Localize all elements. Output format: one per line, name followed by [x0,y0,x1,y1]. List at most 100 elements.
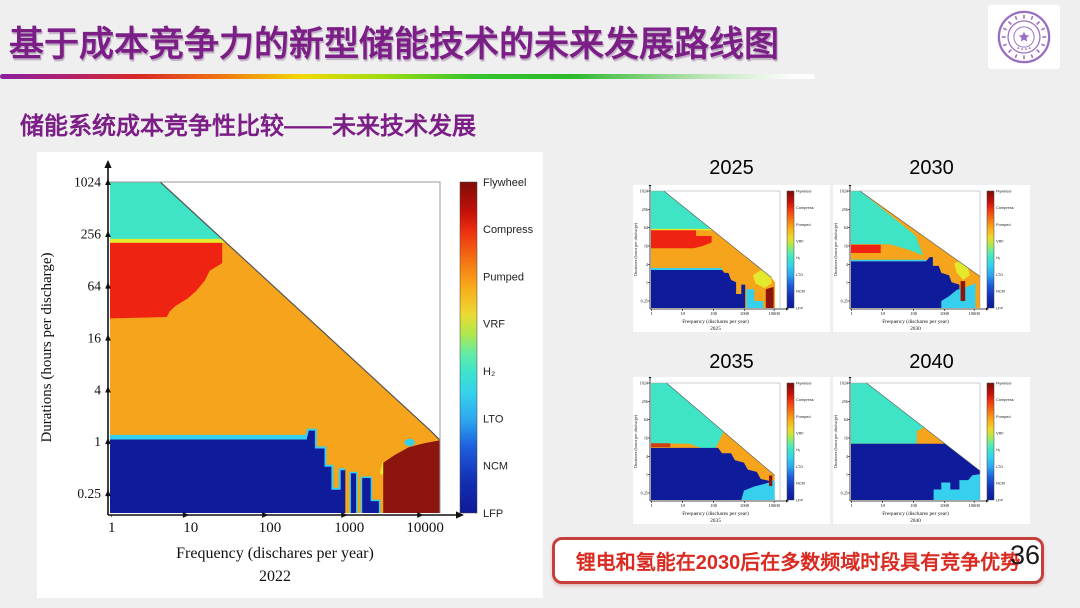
svg-text:Compress: Compress [796,397,814,402]
svg-text:VRF: VRF [996,239,1004,244]
mini-chart-title-2030: 2030 [909,157,954,179]
svg-text:Flywheel: Flywheel [796,188,811,193]
svg-text:16: 16 [844,436,848,441]
svg-text:H₂: H₂ [996,447,1001,452]
svg-text:LFP: LFP [796,497,804,502]
svg-text:100: 100 [259,520,282,536]
svg-text:NCM: NCM [796,481,805,486]
svg-text:4: 4 [94,382,101,397]
svg-text:100: 100 [710,503,718,508]
svg-text:0.25: 0.25 [77,486,101,501]
svg-text:0.25: 0.25 [641,298,648,303]
svg-text:Flywheel: Flywheel [796,380,811,385]
svg-text:NCM: NCM [483,461,508,473]
svg-text:1: 1 [846,280,848,285]
title-divider-line [0,74,815,79]
svg-text:4: 4 [646,454,649,459]
svg-text:Compress: Compress [483,224,534,236]
svg-text:LFP: LFP [483,508,503,520]
heatmap-chart-2040: 1024 256 64 16 4 1 0.25 1 10 100 1000 10000 Frequenc… [833,377,1030,524]
svg-text:Frequency (dischares per year): Frequency (dischares per year) [882,510,949,517]
svg-text:Flywheel: Flywheel [996,380,1011,385]
svg-text:2030: 2030 [910,326,921,332]
svg-text:H₂: H₂ [996,255,1001,260]
svg-text:256: 256 [642,207,648,212]
svg-text:10: 10 [680,503,685,508]
svg-text:1: 1 [646,472,648,477]
svg-text:2025: 2025 [710,326,721,332]
mini-chart-title-2025: 2025 [709,157,754,179]
svg-text:1: 1 [646,280,648,285]
svg-text:Frequency (dischares per year): Frequency (dischares per year) [882,318,949,325]
svg-text:1000: 1000 [740,311,750,316]
svg-text:10000: 10000 [406,520,444,536]
svg-text:1000: 1000 [940,503,950,508]
svg-text:1: 1 [850,311,853,316]
svg-text:Durations (hours per discharge: Durations (hours per discharge) [833,414,838,468]
svg-text:1024: 1024 [640,189,649,194]
page-title: 基于成本竞争力的新型储能技术的未来发展路线图 [9,25,780,64]
svg-text:2022: 2022 [259,568,291,585]
university-seal-logo [988,5,1060,69]
svg-text:LTO: LTO [996,272,1003,277]
svg-text:10: 10 [880,311,885,316]
svg-text:VRF: VRF [996,431,1004,436]
svg-text:1024: 1024 [840,189,849,194]
svg-text:Frequency (dischares per year): Frequency (dischares per year) [682,318,749,325]
svg-text:H₂: H₂ [796,447,801,452]
svg-text:100: 100 [910,311,918,316]
svg-text:2040: 2040 [910,518,921,524]
conclusion-text: 锂电和氢能在2030后在多数频域时段具有竞争优势 [575,552,1021,574]
svg-text:64: 64 [844,417,849,422]
svg-text:VRF: VRF [796,431,804,436]
svg-text:16: 16 [644,436,648,441]
conclusion-callout: 锂电和氢能在2030后在多数频域时段具有竞争优势 [552,537,1044,584]
svg-text:16: 16 [844,244,848,249]
svg-text:100: 100 [910,503,918,508]
svg-text:Durations (hours per discharge: Durations (hours per discharge) [633,414,638,468]
svg-text:1: 1 [94,434,101,449]
seal-icon [997,10,1051,64]
svg-text:256: 256 [842,207,848,212]
svg-text:64: 64 [644,417,649,422]
svg-text:Frequency (dischares per year): Frequency (dischares per year) [682,510,749,517]
svg-text:LTO: LTO [483,413,504,425]
svg-text:LTO: LTO [796,464,803,469]
svg-text:Pumped: Pumped [996,414,1011,419]
svg-text:LTO: LTO [796,272,803,277]
svg-text:2035: 2035 [710,518,721,524]
svg-text:Pumped: Pumped [796,222,811,227]
svg-text:100: 100 [710,311,718,316]
svg-text:64: 64 [88,278,102,293]
svg-text:4: 4 [646,262,649,267]
svg-text:Frequency (dischares per year): Frequency (dischares per year) [176,545,374,562]
svg-text:256: 256 [842,399,848,404]
svg-text:4: 4 [846,262,849,267]
svg-text:Pumped: Pumped [996,222,1011,227]
svg-text:1000: 1000 [334,520,364,536]
heatmap-chart-2025: 1024 256 64 16 4 1 0.25 1 10 100 1000 10000 Frequenc… [633,185,830,332]
svg-text:1: 1 [108,520,116,536]
svg-text:1: 1 [850,503,853,508]
chart-panel-2025: 1024 256 64 16 4 1 0.25 1 10 100 1000 10000 Frequenc… [633,185,830,332]
chart-panel-2022: 1024 256 64 16 4 1 0.25 1 10 100 1000 10000 Frequenc… [37,152,543,598]
heatmap-chart-2030: 1024 256 64 16 4 1 0.25 1 10 100 1000 10000 Frequenc… [833,185,1030,332]
svg-text:256: 256 [81,227,102,242]
svg-text:NCM: NCM [996,289,1005,294]
svg-text:256: 256 [642,399,648,404]
svg-text:Compress: Compress [996,397,1014,402]
svg-text:16: 16 [88,330,102,345]
svg-text:VRF: VRF [483,319,505,331]
chart-panel-2040: 1024 256 64 16 4 1 0.25 1 10 100 1000 10000 Frequenc… [833,377,1030,524]
svg-text:LFP: LFP [996,497,1004,502]
svg-text:Durations (hours per discharge: Durations (hours per discharge) [633,222,638,276]
heatmap-chart-2035: 1024 256 64 16 4 1 0.25 1 10 100 1000 10000 Frequenc… [633,377,830,524]
svg-text:Compress: Compress [796,205,814,210]
section-subtitle: 储能系统成本竞争性比较——未来技术发展 [20,113,476,140]
svg-text:4: 4 [846,454,849,459]
svg-text:1: 1 [650,311,653,316]
svg-text:NCM: NCM [996,481,1005,486]
svg-text:64: 64 [844,225,849,230]
svg-text:VRF: VRF [796,239,804,244]
